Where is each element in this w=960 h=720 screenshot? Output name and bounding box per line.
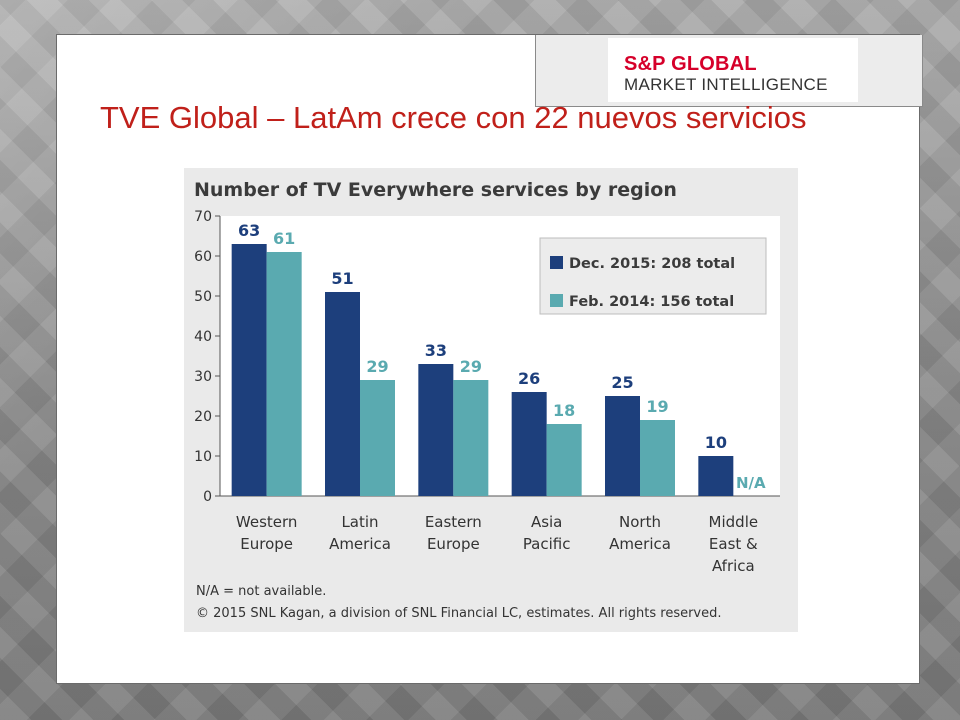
x-tick-label: Europe xyxy=(240,535,293,553)
y-tick-label: 60 xyxy=(194,249,212,265)
logo-line-1: S&P GLOBAL xyxy=(624,53,757,75)
data-label: 33 xyxy=(425,341,447,360)
legend-swatch xyxy=(550,256,563,269)
legend-label: Dec. 2015: 208 total xyxy=(569,256,735,272)
x-tick-label: Pacific xyxy=(523,535,571,553)
x-tick-label: Latin xyxy=(341,513,378,531)
y-tick-label: 70 xyxy=(194,209,212,225)
bar-s1-0 xyxy=(231,244,267,496)
chart-title: Number of TV Everywhere services by regi… xyxy=(194,179,677,201)
legend-label: Feb. 2014: 156 total xyxy=(569,294,734,310)
slide-title: TVE Global – LatAm crece con 22 nuevos s… xyxy=(100,100,807,135)
logo-tab: S&P GLOBAL MARKET INTELLIGENCE xyxy=(535,35,923,107)
bar-chart: Number of TV Everywhere services by regi… xyxy=(184,168,798,632)
y-tick-label: 40 xyxy=(194,329,212,345)
data-label-na: N/A xyxy=(736,474,766,492)
chart-note: © 2015 SNL Kagan, a division of SNL Fina… xyxy=(196,606,722,621)
bar-s2-0 xyxy=(266,252,302,496)
data-label: 10 xyxy=(705,433,727,452)
y-tick-label: 0 xyxy=(203,489,212,505)
chart-note: N/A = not available. xyxy=(196,584,326,599)
x-tick-label: America xyxy=(609,535,671,553)
y-tick-label: 30 xyxy=(194,369,212,385)
y-tick-label: 50 xyxy=(194,289,212,305)
bar-s1-1 xyxy=(325,292,360,496)
company-logo: S&P GLOBAL MARKET INTELLIGENCE xyxy=(608,38,858,102)
chart-container: Number of TV Everywhere services by regi… xyxy=(184,168,798,632)
x-tick-label: North xyxy=(619,513,661,531)
bar-s1-4 xyxy=(605,396,640,496)
bar-s2-1 xyxy=(360,380,395,496)
data-label: 63 xyxy=(238,221,260,240)
bar-s1-2 xyxy=(418,364,454,496)
data-label: 29 xyxy=(366,357,388,376)
x-tick-label: Western xyxy=(236,513,298,531)
legend-box xyxy=(539,237,767,315)
bar-s1-3 xyxy=(511,392,547,496)
data-label: 26 xyxy=(518,369,540,388)
bar-s1-5 xyxy=(698,456,734,496)
data-label: 61 xyxy=(273,229,295,248)
data-label: 29 xyxy=(460,357,482,376)
data-label: 25 xyxy=(611,373,633,392)
bar-s2-2 xyxy=(453,380,489,496)
data-label: 18 xyxy=(553,401,575,420)
x-tick-label: Middle xyxy=(709,513,759,531)
x-tick-label: East & xyxy=(709,535,758,553)
x-tick-label: Europe xyxy=(427,535,480,553)
x-tick-label: Asia xyxy=(531,513,562,531)
logo-line-2: MARKET INTELLIGENCE xyxy=(624,75,828,94)
legend-swatch xyxy=(550,294,563,307)
x-tick-label: Eastern xyxy=(425,513,482,531)
x-tick-label: America xyxy=(329,535,391,553)
bar-s2-4 xyxy=(640,420,675,496)
bar-s2-3 xyxy=(546,424,582,496)
data-label: 51 xyxy=(331,269,353,288)
x-tick-label: Africa xyxy=(712,557,755,575)
y-tick-label: 10 xyxy=(194,449,212,465)
y-tick-label: 20 xyxy=(194,409,212,425)
data-label: 19 xyxy=(646,397,668,416)
